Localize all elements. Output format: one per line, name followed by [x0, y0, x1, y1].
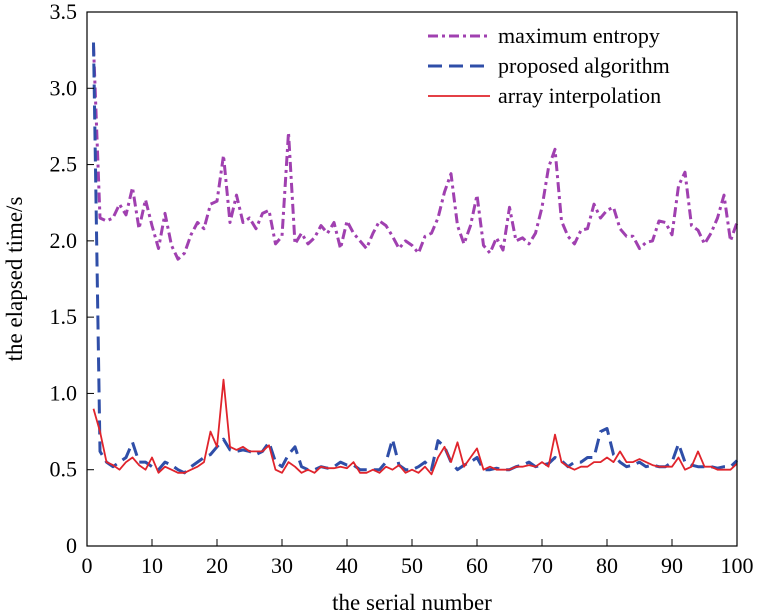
y-tick-label: 0	[66, 533, 77, 558]
y-tick-label: 3.5	[50, 0, 78, 24]
x-tick-label: 60	[466, 553, 488, 578]
series-line-array-interpolation	[92, 378, 738, 476]
x-axis-label: the serial number	[332, 590, 492, 615]
x-tick-label: 10	[141, 553, 163, 578]
x-tick-label: 90	[661, 553, 683, 578]
x-tick-label: 50	[401, 553, 423, 578]
x-tick-label: 100	[721, 553, 754, 578]
legend-label: maximum entropy	[498, 23, 660, 48]
y-axis-label: the elapsed time/s	[2, 197, 27, 362]
x-tick-label: 70	[531, 553, 553, 578]
plot-area: 0 10 20 30 40 50 60 70 80 90 100 0 0.5 1.0 1.5 2.0 2.5 3…	[50, 0, 754, 578]
y-tick-label: 2.0	[50, 228, 78, 253]
x-tick-label: 20	[206, 553, 228, 578]
y-tick-label: 0.5	[50, 457, 78, 482]
legend: maximum entropy proposed algorithm array i…	[428, 23, 670, 108]
y-tick-label: 3.0	[50, 75, 78, 100]
series-layer	[92, 42, 739, 476]
series-line-maximum-entropy	[92, 45, 739, 261]
x-tick-label: 30	[271, 553, 293, 578]
x-tick-label: 40	[336, 553, 358, 578]
x-tick-label: 0	[82, 553, 93, 578]
x-tick-label: 80	[596, 553, 618, 578]
y-tick-label: 2.5	[50, 152, 78, 177]
legend-label: array interpolation	[498, 83, 661, 108]
y-tick-label: 1.0	[50, 380, 78, 405]
y-tick-label: 1.5	[50, 304, 78, 329]
series-line-proposed-algorithm	[92, 42, 739, 475]
legend-label: proposed algorithm	[498, 53, 670, 78]
y-axis-ticks: 0 0.5 1.0 1.5 2.0 2.5 3.0 3.5	[50, 0, 94, 558]
x-axis-ticks: 0 10 20 30 40 50 60 70 80 90 100	[82, 539, 754, 578]
